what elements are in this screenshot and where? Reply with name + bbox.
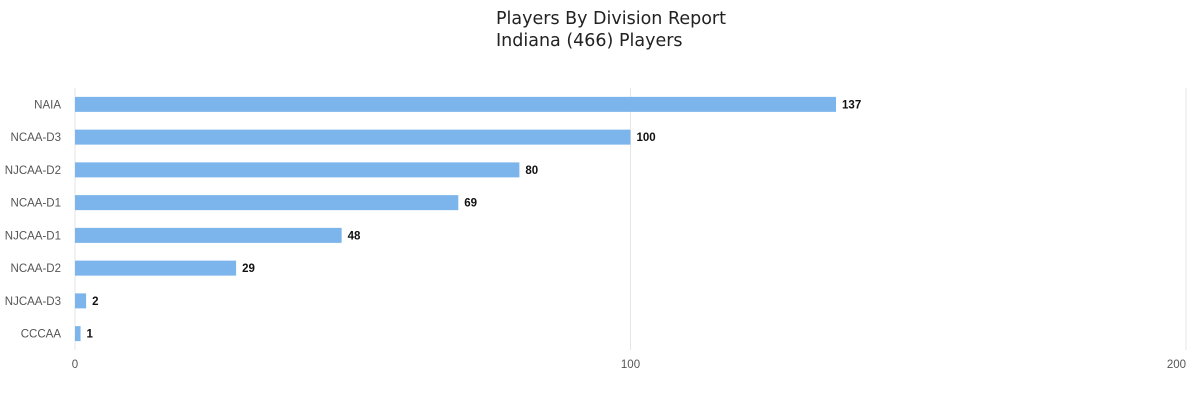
category-label: NCAA-D2 <box>11 263 61 275</box>
category-label: NCAA-D1 <box>11 198 61 210</box>
category-label: CCCAA <box>21 329 62 341</box>
category-label: NJCAA-D3 <box>5 296 61 308</box>
data-label: 29 <box>242 263 255 275</box>
bar <box>75 227 342 243</box>
chart-subtitle: Indiana (466) Players <box>496 31 683 51</box>
category-label: NJCAA-D1 <box>5 230 61 242</box>
x-tick-label: 100 <box>621 359 640 371</box>
chart-title: Players By Division Report <box>496 9 726 29</box>
data-label: 100 <box>637 132 656 144</box>
bar <box>75 293 87 309</box>
data-label: 137 <box>842 99 861 111</box>
data-label: 48 <box>348 230 361 242</box>
chart-title-block: Players By Division Report Indiana (466)… <box>496 8 726 52</box>
bar <box>75 260 237 276</box>
bar <box>75 195 459 211</box>
data-label: 69 <box>464 198 477 210</box>
x-tick-label: 0 <box>72 359 78 371</box>
data-label: 2 <box>92 296 98 308</box>
x-tick-label: 200 <box>1167 359 1186 371</box>
category-label: NAIA <box>34 99 61 111</box>
data-label: 80 <box>525 165 538 177</box>
category-label: NCAA-D3 <box>11 132 61 144</box>
bar <box>75 96 837 112</box>
bar <box>75 129 631 145</box>
bar <box>75 326 81 342</box>
bar <box>75 162 520 178</box>
category-label: NJCAA-D2 <box>5 165 61 177</box>
data-label: 1 <box>87 329 94 341</box>
